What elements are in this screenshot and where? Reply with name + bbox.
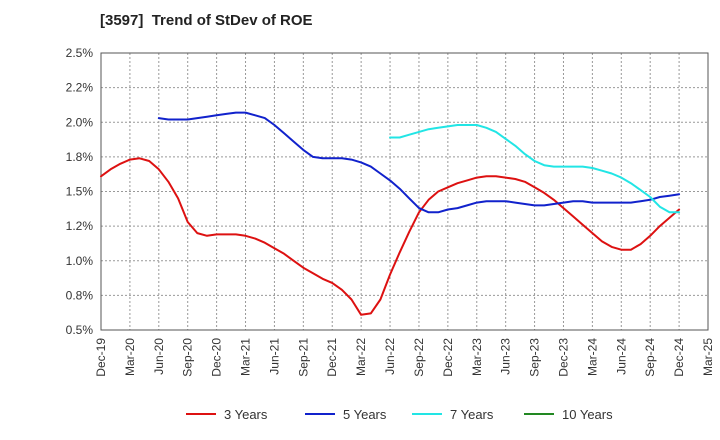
x-tick-label: Jun-22 [383,338,397,375]
x-tick-label: Sep-20 [181,338,195,377]
x-tick-label: Sep-24 [643,338,657,377]
y-tick-label: 2.0% [66,115,94,129]
x-tick-label: Dec-23 [556,338,570,377]
x-tick-label: Sep-21 [296,338,310,377]
y-tick-label: 0.8% [66,288,94,302]
series-line [389,124,681,214]
legend-label: 10 Years [562,407,613,422]
plot-border [100,52,709,331]
y-tick-label: 1.5% [66,185,94,199]
legend-label: 3 Years [224,407,268,422]
chart-title: [3597] Trend of StDev of ROE [100,12,313,29]
y-tick-label: 0.5% [66,323,94,337]
x-tick-label: Dec-21 [325,338,339,377]
x-tick-label: Jun-20 [152,338,166,375]
x-tick-label: Mar-21 [239,338,253,376]
y-tick-label: 1.0% [66,254,94,268]
y-tick-label: 1.2% [66,219,94,233]
y-tick-label: 1.8% [66,150,94,164]
x-tick-label: Mar-23 [470,338,484,376]
x-tick-label: Mar-25 [701,338,715,376]
x-tick-label: Dec-19 [94,338,108,377]
series-line [157,111,681,214]
x-tick-label: Mar-24 [585,338,599,376]
legend-label: 5 Years [343,407,387,422]
x-tick-label: Dec-20 [210,338,224,377]
x-tick-label: Jun-21 [267,338,281,375]
x-tick-label: Dec-24 [672,338,686,377]
y-tick-label: 2.5% [66,46,94,60]
x-tick-label: Jun-24 [614,338,628,375]
x-tick-label: Jun-23 [499,338,513,375]
x-tick-label: Sep-22 [412,338,426,377]
x-tick-label: Dec-22 [441,338,455,377]
x-tick-label: Mar-22 [354,338,368,376]
legend-label: 7 Years [450,407,494,422]
x-tick-label: Mar-20 [123,338,137,376]
series-line [100,157,681,316]
y-tick-label: 2.2% [66,81,94,95]
plot-area [101,53,708,330]
x-tick-label: Sep-23 [528,338,542,377]
